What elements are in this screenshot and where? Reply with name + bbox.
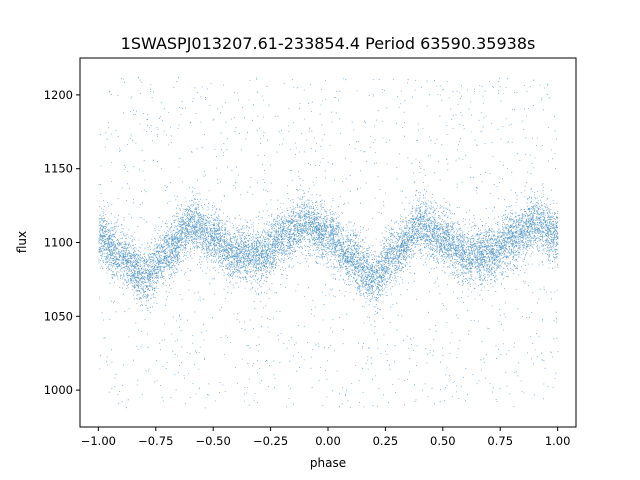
y-tick-label: 1200 (44, 88, 73, 102)
x-tick-label: 0.75 (487, 434, 513, 448)
x-tick-label: 0.25 (373, 434, 399, 448)
x-axis: −1.00 −0.75 −0.50 −0.25 0.00 0.25 0.50 0.75 1.00 (81, 427, 571, 448)
y-axis-label: flux (15, 231, 29, 253)
x-tick-label: 0.50 (430, 434, 456, 448)
x-axis-label: phase (310, 456, 346, 470)
y-tick-label: 1100 (44, 236, 73, 250)
x-tick-label: −1.00 (81, 434, 116, 448)
y-tick-label: 1000 (44, 383, 73, 397)
scatter-points (98, 77, 559, 409)
x-tick-label: −0.25 (253, 434, 288, 448)
x-tick-label: −0.75 (138, 434, 173, 448)
x-tick-label: 1.00 (545, 434, 571, 448)
y-axis: 1000 1050 1100 1150 1200 (44, 88, 80, 397)
chart-title: 1SWASPJ013207.61-233854.4 Period 63590.3… (121, 34, 536, 53)
x-tick-label: −0.50 (196, 434, 231, 448)
plot-frame (79, 57, 577, 428)
data-points (98, 77, 559, 409)
y-tick-label: 1150 (44, 162, 73, 176)
x-tick-label: 0.00 (315, 434, 341, 448)
y-tick-label: 1050 (44, 309, 73, 323)
